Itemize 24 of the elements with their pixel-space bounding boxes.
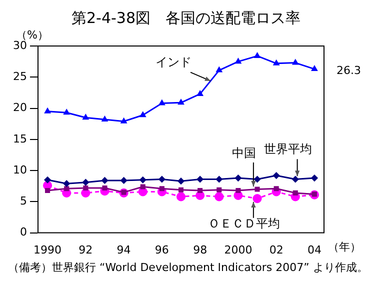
- x-tick-label: 96: [154, 243, 169, 256]
- x-tick-label: 92: [78, 243, 93, 256]
- series-label: ＯＥＣＤ平均: [208, 216, 280, 230]
- y-tick-label: 25: [12, 70, 27, 83]
- chart-title: 第2-4-38図 各国の送配電ロス率: [70, 8, 302, 28]
- x-tick-label: 1990: [34, 243, 62, 256]
- text: 中国: [232, 146, 256, 160]
- y-tick-label: 10: [12, 163, 27, 176]
- y-tick-label: 15: [12, 132, 27, 146]
- annotation: 26.3: [336, 64, 361, 77]
- x-tick-label: 94: [116, 243, 131, 256]
- x-tick-label: 04: [307, 243, 322, 256]
- x-tick-label: 2000: [224, 243, 252, 256]
- text: （備考）世界銀行 “World Development Indicators 2007” より作成。: [8, 260, 368, 276]
- y-tick-label: 5: [20, 194, 27, 208]
- series-label: 世界平均: [264, 142, 312, 156]
- y-tick-label: 30: [12, 38, 27, 52]
- x-axis-title: （年）: [328, 240, 361, 254]
- y-axis-title: （%）: [16, 28, 48, 42]
- y-tick-label: 20: [12, 101, 27, 114]
- x-tick-label: 98: [193, 243, 208, 256]
- x-tick-label: 02: [269, 243, 284, 256]
- y-tick-label: 0: [20, 226, 27, 239]
- series-label: インド: [155, 55, 192, 70]
